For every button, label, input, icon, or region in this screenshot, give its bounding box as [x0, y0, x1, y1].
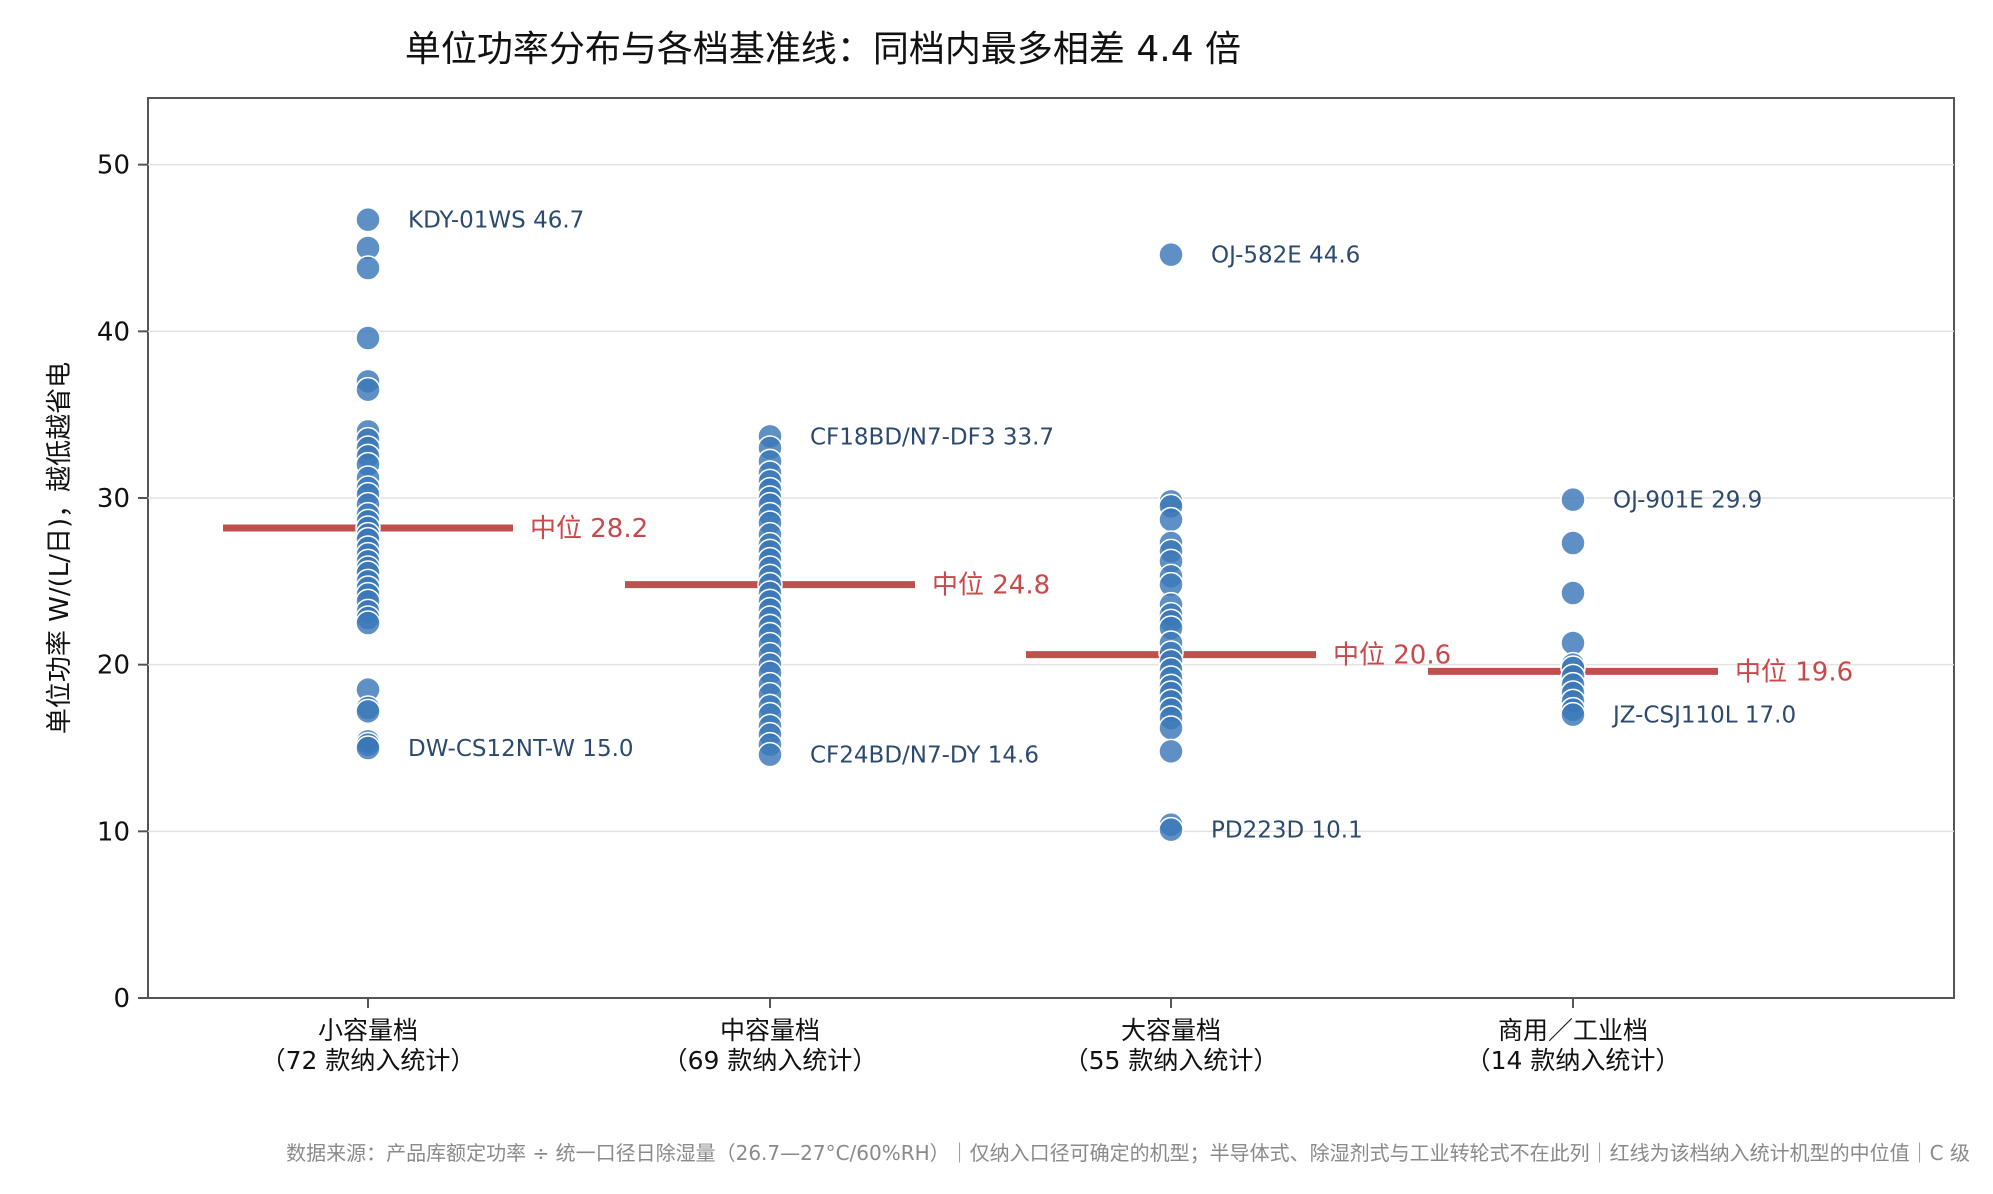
data-point [1560, 630, 1586, 656]
point-annotation: CF24BD/N7-DY 14.6 [810, 743, 1039, 769]
data-point [1158, 506, 1184, 533]
plot-frame [147, 97, 1955, 999]
y-tick-label: 20 [97, 651, 130, 681]
x-tick-count-label: （14 款纳入统计） [1466, 1046, 1681, 1075]
y-tick-label: 50 [97, 151, 130, 181]
data-point [1158, 816, 1184, 843]
data-point [355, 735, 381, 761]
point-annotation: OJ-901E 29.9 [1613, 488, 1762, 514]
grid-layer [148, 163, 1954, 833]
x-tick-count-label: （69 款纳入统计） [663, 1046, 878, 1075]
data-point [355, 325, 381, 351]
data-point [355, 255, 381, 281]
data-point [1158, 738, 1184, 765]
data-point [1560, 486, 1586, 513]
data-point [1560, 701, 1586, 728]
data-point [355, 698, 381, 725]
footer-note: 数据来源：产品库额定功率 ÷ 统一口径日除湿量（26.7—27°C/60%RH）… [286, 1141, 1970, 1165]
point-annotation: KDY-01WS 46.7 [408, 208, 584, 234]
point-annotation: JZ-CSJ110L 17.0 [1611, 703, 1796, 729]
x-tick-count-label: （55 款纳入统计） [1064, 1046, 1279, 1075]
label-layer: 中位 28.2 KDY-01WS 46.7 DW-CS12NT-W 15.0 中位 2… [408, 208, 1853, 844]
median-label: 中位 20.6 [1333, 641, 1451, 671]
data-point [1560, 580, 1586, 606]
axis-layer: 0 10 20 30 40 50 小容量档（72 款纳入统计） 中容量档（69 款纳入统计） 大… [97, 151, 1680, 1075]
data-point [1560, 530, 1586, 556]
y-axis-label: 单位功率 W/(L/日)，越低越省电 [45, 362, 75, 734]
y-tick-label: 30 [97, 484, 130, 514]
data-point [1158, 241, 1184, 268]
x-tick-label: 商用／工业档 [1498, 1016, 1648, 1045]
y-tick-label: 40 [97, 317, 130, 347]
point-layer [355, 206, 1586, 843]
data-point [1158, 715, 1184, 741]
point-annotation: CF18BD/N7-DF3 33.7 [810, 424, 1054, 450]
y-tick-label: 0 [113, 984, 130, 1014]
x-tick-label: 大容量档 [1121, 1016, 1221, 1045]
median-label: 中位 19.6 [1735, 657, 1853, 687]
median-label: 中位 24.8 [932, 571, 1050, 601]
x-tick-label: 小容量档 [318, 1016, 418, 1045]
point-annotation: OJ-582E 44.6 [1211, 243, 1360, 269]
data-point [355, 206, 381, 233]
data-point [757, 741, 783, 768]
x-tick-count-label: （72 款纳入统计） [261, 1046, 476, 1075]
median-label: 中位 28.2 [530, 514, 648, 544]
x-tick-label: 中容量档 [720, 1016, 820, 1045]
point-annotation: DW-CS12NT-W 15.0 [408, 736, 634, 762]
data-point [355, 610, 381, 636]
point-annotation: PD223D 10.1 [1211, 818, 1363, 844]
data-point [355, 376, 381, 403]
chart-title: 单位功率分布与各档基准线：同档内最多相差 4.4 倍 [405, 29, 1241, 70]
y-tick-label: 10 [97, 817, 130, 847]
